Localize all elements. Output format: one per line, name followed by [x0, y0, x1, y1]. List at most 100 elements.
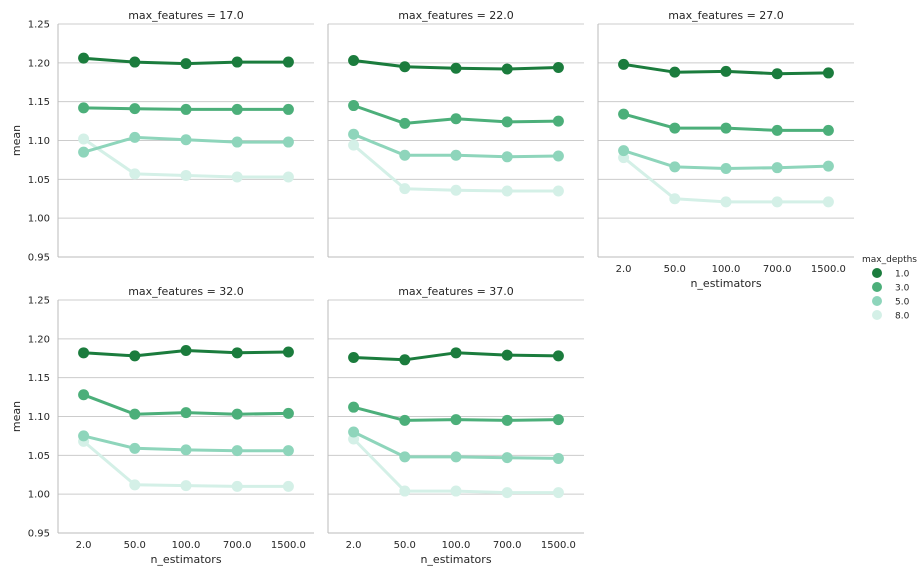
panel-5: max_features = 37.0 2.0 50.0 100.0 700.0 1500…: [327, 285, 584, 566]
data-point: [669, 122, 681, 134]
data-point: [282, 136, 294, 148]
panel-title: max_features = 17.0: [128, 9, 244, 22]
data-point: [180, 103, 192, 115]
data-point: [231, 347, 243, 359]
y-tick-label: 1.10: [28, 136, 50, 147]
legend-label: 8.0: [895, 312, 910, 322]
x-tick-label: 50.0: [394, 540, 416, 551]
data-point: [720, 65, 732, 77]
y-tick-label: 1.00: [28, 214, 50, 225]
panel-2: max_features = 22.0: [327, 9, 584, 258]
x-tick-label: 700.0: [763, 264, 792, 275]
data-point: [450, 149, 462, 161]
data-point: [771, 162, 783, 174]
legend-title: max_depths: [862, 255, 917, 265]
y-tick-label: 0.95: [28, 529, 50, 540]
data-point: [552, 350, 564, 362]
data-point: [231, 103, 243, 115]
data-point: [450, 485, 462, 497]
x-axis-label: n_estimators: [420, 553, 491, 566]
data-point: [129, 408, 141, 420]
data-point: [282, 407, 294, 419]
x-tick-label: 50.0: [124, 540, 146, 551]
data-point: [399, 117, 411, 129]
data-point: [771, 196, 783, 208]
data-point: [348, 100, 360, 112]
data-point: [552, 150, 564, 162]
data-point: [771, 68, 783, 80]
data-point: [501, 63, 513, 75]
x-axis-label: n_estimators: [150, 553, 221, 566]
data-point: [669, 66, 681, 78]
data-point: [78, 133, 90, 145]
y-tick-label: 1.20: [28, 334, 50, 345]
data-point: [78, 347, 90, 359]
panel-title: max_features = 22.0: [398, 9, 514, 22]
data-point: [399, 451, 411, 463]
panel-title: max_features = 37.0: [398, 285, 514, 298]
data-point: [450, 113, 462, 125]
data-point: [552, 414, 564, 426]
data-point: [399, 149, 411, 161]
data-point: [180, 444, 192, 456]
data-point: [78, 146, 90, 158]
data-point: [450, 184, 462, 196]
y-tick-label: 1.10: [28, 412, 50, 423]
panel-title: max_features = 27.0: [668, 9, 784, 22]
y-tick-label: 0.95: [28, 253, 50, 264]
data-point: [552, 185, 564, 197]
data-point: [450, 62, 462, 74]
data-point: [180, 169, 192, 181]
data-point: [348, 128, 360, 140]
y-axis-label: mean: [10, 125, 23, 156]
x-tick-label: 1500.0: [271, 540, 306, 551]
legend-marker: [872, 282, 882, 292]
y-tick-label: 1.05: [28, 175, 50, 186]
data-point: [501, 487, 513, 499]
data-point: [720, 122, 732, 134]
data-point: [618, 108, 630, 120]
data-point: [180, 407, 192, 419]
data-point: [282, 171, 294, 183]
data-point: [180, 58, 192, 70]
legend-label: 3.0: [895, 284, 910, 294]
x-axis-label: n_estimators: [690, 277, 761, 290]
data-point: [552, 452, 564, 464]
y-tick-label: 1.05: [28, 451, 50, 462]
data-point: [129, 168, 141, 180]
legend-label: 5.0: [895, 298, 910, 308]
y-axis-label: mean: [10, 401, 23, 432]
data-point: [180, 134, 192, 146]
data-point: [348, 139, 360, 151]
data-point: [129, 131, 141, 143]
x-tick-label: 50.0: [664, 264, 686, 275]
panel-4: max_features = 32.0 0.95 1.00 1.05 1.10 1.15 1…: [10, 285, 314, 566]
data-point: [282, 346, 294, 358]
panel-1: max_features = 17.0 0.95 1.00 1.05 1.10 1.15 1…: [10, 9, 314, 264]
x-tick-label: 2.0: [76, 540, 92, 551]
data-point: [399, 354, 411, 366]
data-point: [618, 145, 630, 157]
data-point: [669, 193, 681, 205]
data-point: [180, 344, 192, 356]
x-tick-label: 2.0: [616, 264, 632, 275]
x-tick-label: 1500.0: [541, 540, 576, 551]
data-point: [450, 451, 462, 463]
data-point: [78, 102, 90, 114]
data-point: [771, 124, 783, 136]
data-point: [348, 55, 360, 67]
y-tick-label: 1.00: [28, 490, 50, 501]
data-point: [399, 485, 411, 497]
data-point: [552, 115, 564, 127]
x-tick-label: 100.0: [712, 264, 741, 275]
data-point: [282, 445, 294, 457]
data-point: [78, 389, 90, 401]
data-point: [231, 171, 243, 183]
data-point: [822, 196, 834, 208]
legend-label: 1.0: [895, 270, 910, 280]
data-point: [282, 103, 294, 115]
data-point: [231, 480, 243, 492]
x-tick-label: 100.0: [442, 540, 471, 551]
data-point: [348, 426, 360, 438]
